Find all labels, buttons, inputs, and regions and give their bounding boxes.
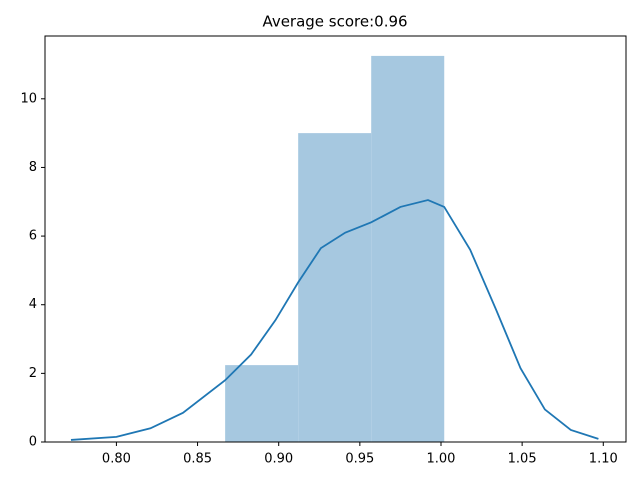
x-tick-label: 0.85 bbox=[183, 452, 212, 467]
bar bbox=[298, 133, 372, 442]
chart-title: Average score:0.96 bbox=[262, 13, 407, 31]
plot-frame bbox=[44, 35, 627, 443]
bar bbox=[371, 55, 445, 442]
y-tick-label: 0 bbox=[29, 435, 37, 450]
x-tick-label: 1.00 bbox=[427, 452, 456, 467]
y-tick-label: 4 bbox=[29, 297, 37, 312]
x-tick-label: 1.05 bbox=[508, 452, 537, 467]
y-tick-label: 8 bbox=[29, 160, 37, 175]
y-tick-label: 10 bbox=[20, 91, 37, 106]
x-tick-label: 0.80 bbox=[102, 452, 131, 467]
x-tick-label: 1.10 bbox=[589, 452, 618, 467]
kde-line bbox=[70, 199, 599, 441]
y-tick-label: 2 bbox=[29, 366, 37, 381]
bar bbox=[225, 365, 299, 442]
x-tick-label: 0.95 bbox=[345, 452, 374, 467]
x-tick-label: 0.90 bbox=[264, 452, 293, 467]
y-tick-label: 6 bbox=[29, 229, 37, 244]
